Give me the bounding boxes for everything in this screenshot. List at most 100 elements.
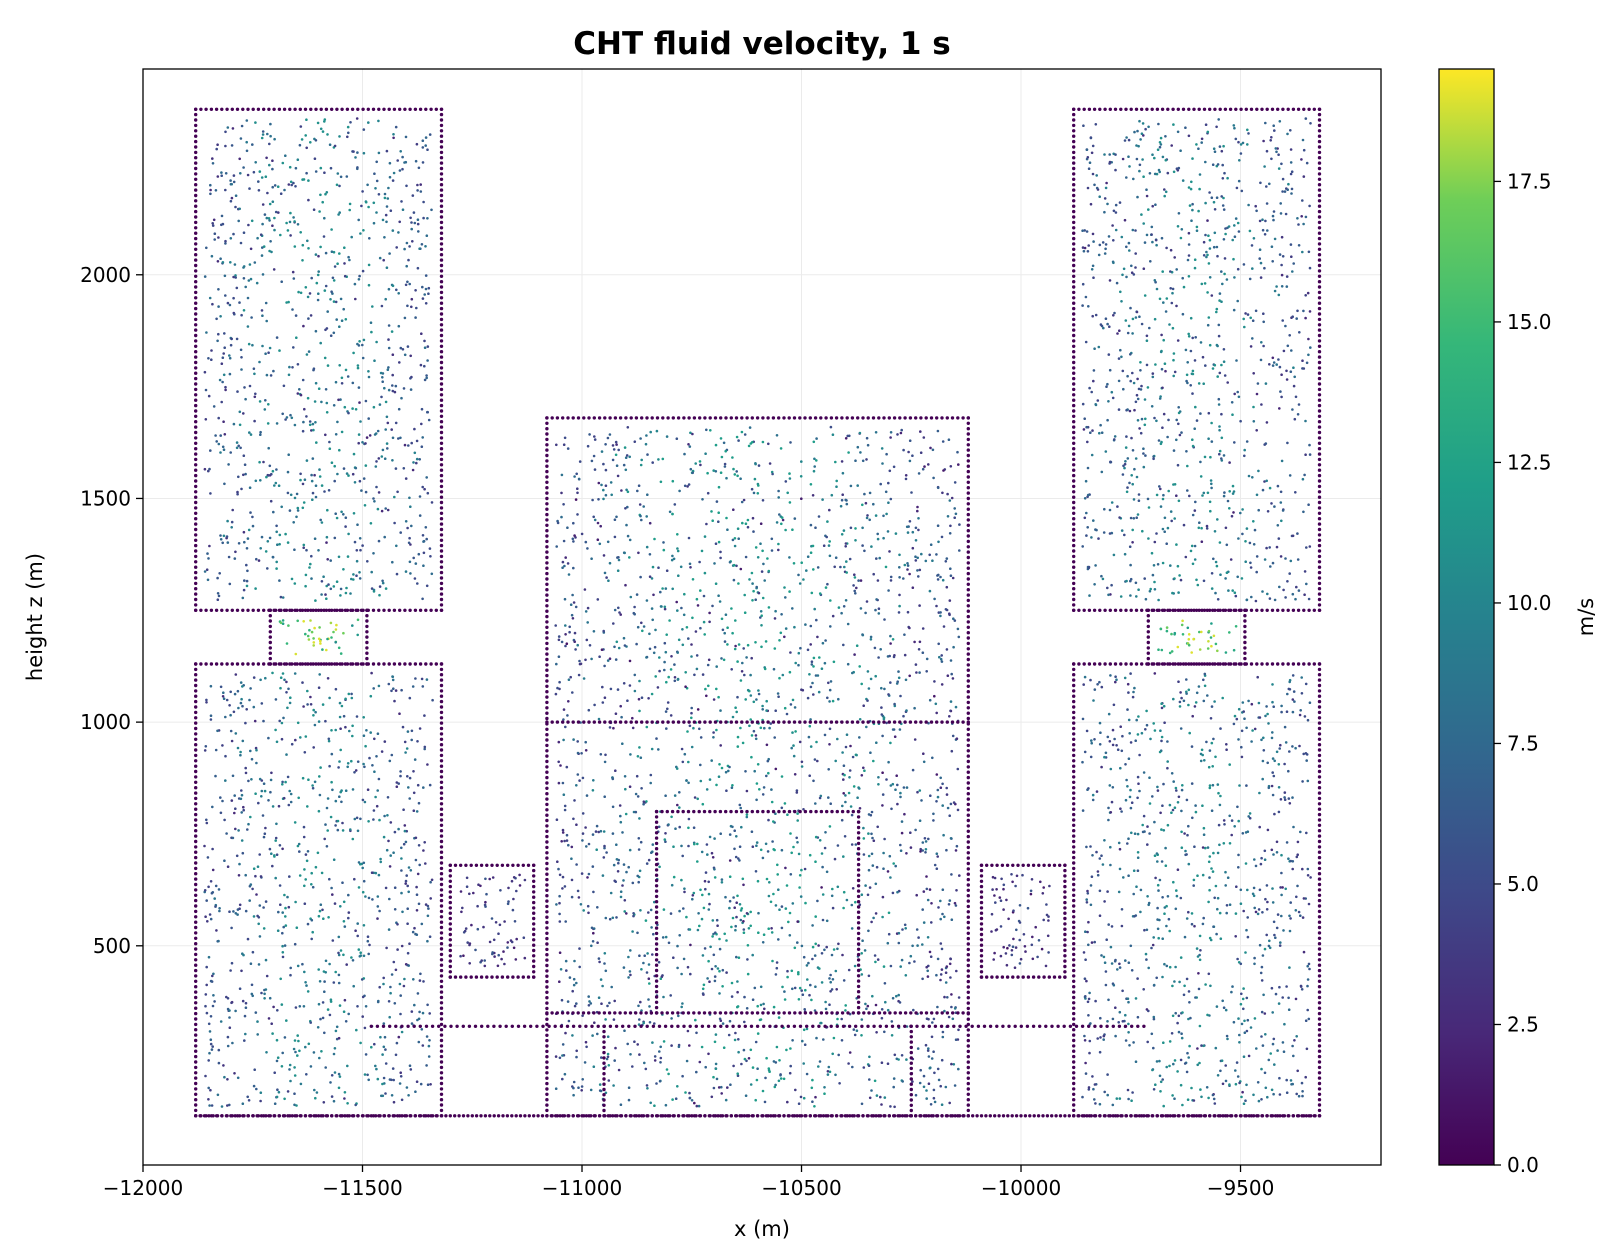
scatter-point [397,782,401,785]
scatter-point [1261,911,1264,914]
scatter-point [1300,692,1304,695]
scatter-point [1106,586,1109,590]
scatter-point [208,467,211,471]
scatter-point [254,746,258,750]
scatter-point [194,220,198,225]
scatter-point [302,825,306,829]
scatter-point [1159,811,1162,815]
scatter-point [1187,638,1191,641]
scatter-point [273,216,276,220]
scatter-point [439,898,444,903]
scatter-point [1164,369,1167,373]
scatter-point [1119,725,1122,728]
scatter-point [350,696,354,700]
scatter-point [1166,760,1169,763]
scatter-point [1219,727,1222,730]
scatter-point [1145,233,1149,237]
scatter-point [355,715,359,718]
scatter-point [1146,651,1151,655]
scatter-point [1087,662,1092,666]
scatter-point [365,651,369,655]
scatter-point [1127,718,1131,722]
scatter-point [1228,507,1231,510]
scatter-point [1161,561,1165,565]
scatter-point [264,175,268,178]
scatter-point [240,697,243,701]
scatter-point [1260,1098,1263,1101]
scatter-point [1208,343,1212,347]
scatter-point [1272,124,1275,127]
scatter-point [1091,314,1094,318]
scatter-point [1208,238,1212,242]
scatter-point [332,279,336,282]
scatter-point [1280,373,1283,377]
scatter-point [413,758,417,761]
scatter-point [221,799,224,803]
scatter-point [439,1001,444,1005]
scatter-point [425,584,429,588]
scatter-point [1237,853,1240,857]
scatter-point [1302,107,1306,112]
scatter-point [221,356,225,360]
scatter-point [209,1088,212,1092]
scatter-point [269,499,273,503]
scatter-point [1268,597,1272,600]
scatter-point [335,1025,339,1029]
scatter-point [354,408,358,411]
scatter-point [326,364,330,367]
scatter-point [367,283,371,287]
scatter-point [1220,412,1223,416]
scatter-point [1271,901,1275,904]
scatter-point [1145,194,1149,198]
scatter-point [1172,483,1175,486]
scatter-point [406,884,410,888]
scatter-point [387,186,390,190]
scatter-point [342,568,345,571]
scatter-point [1072,753,1076,758]
scatter-point [273,854,276,857]
scatter-point [1283,190,1287,193]
scatter-point [261,273,265,276]
scatter-point [1089,884,1093,887]
scatter-point [1143,241,1147,244]
scatter-point [404,751,407,754]
scatter-point [1274,936,1277,939]
scatter-point [439,1038,444,1043]
scatter-point [406,963,409,967]
scatter-point [340,376,344,380]
scatter-point [439,1006,444,1010]
scatter-point [261,203,265,206]
scatter-point [1296,107,1301,112]
scatter-point [1142,267,1146,271]
scatter-point [1278,365,1282,369]
scatter-point [1205,608,1210,612]
scatter-point [1299,914,1302,917]
scatter-point [423,487,426,491]
scatter-point [1096,683,1099,686]
scatter-point [1072,942,1076,946]
scatter-point [1134,229,1137,232]
scatter-point [420,332,423,336]
scatter-point [1220,270,1223,273]
scatter-point [1072,463,1076,467]
scatter-point [317,254,320,258]
scatter-point [217,236,220,239]
scatter-point [439,247,444,251]
scatter-point [349,608,353,612]
scatter-point [1124,662,1128,666]
scatter-point [373,737,376,741]
scatter-point [367,952,371,956]
scatter-point [255,893,258,896]
scatter-point [1136,195,1139,199]
scatter-point [1317,1001,1322,1005]
scatter-point [1273,129,1276,132]
scatter-point [325,648,328,652]
scatter-point [1072,306,1076,311]
scatter-point [1317,737,1322,741]
scatter-point [252,705,256,709]
scatter-point [1089,1022,1092,1025]
scatter-point [362,924,366,927]
scatter-point [352,452,356,456]
scatter-point [194,490,198,494]
scatter-point [1242,710,1245,713]
